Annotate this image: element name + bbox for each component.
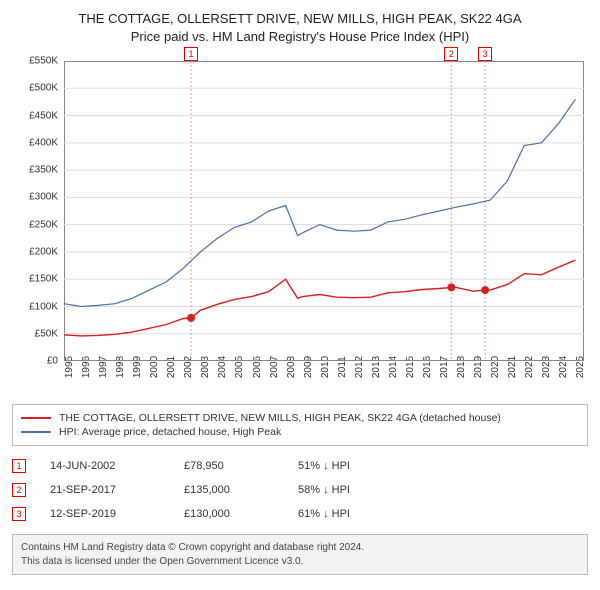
y-axis-tick: £50K — [35, 328, 58, 339]
series-cottage — [64, 260, 576, 336]
legend-swatch — [21, 417, 51, 419]
title-line1: THE COTTAGE, OLLERSETT DRIVE, NEW MILLS,… — [8, 10, 592, 28]
footer-attribution: Contains HM Land Registry data © Crown c… — [12, 534, 588, 575]
sale-marker-ref: 3 — [12, 507, 26, 521]
y-axis-tick: £400K — [29, 137, 58, 148]
y-axis-tick: £350K — [29, 165, 58, 176]
sale-vs-hpi: 61% ↓ HPI — [298, 508, 588, 520]
sale-vs-hpi: 51% ↓ HPI — [298, 460, 588, 472]
legend-item: HPI: Average price, detached house, High… — [21, 425, 579, 439]
y-axis-tick: £250K — [29, 219, 58, 230]
footer-line2: This data is licensed under the Open Gov… — [21, 555, 579, 569]
legend-label: HPI: Average price, detached house, High… — [59, 426, 281, 438]
legend-label: THE COTTAGE, OLLERSETT DRIVE, NEW MILLS,… — [59, 412, 501, 424]
footer-line1: Contains HM Land Registry data © Crown c… — [21, 541, 579, 555]
sale-price: £78,950 — [184, 460, 274, 472]
sale-date: 12-SEP-2019 — [50, 508, 160, 520]
y-axis-tick: £300K — [29, 192, 58, 203]
sale-vs-hpi: 58% ↓ HPI — [298, 484, 588, 496]
legend-swatch — [21, 431, 51, 433]
sale-row: 2 21-SEP-2017 £135,000 58% ↓ HPI — [12, 478, 588, 502]
sale-marker-ref: 2 — [12, 483, 26, 497]
y-axis-tick: £0 — [47, 356, 58, 367]
sale-row: 3 12-SEP-2019 £130,000 61% ↓ HPI — [12, 502, 588, 526]
sales-table: 1 14-JUN-2002 £78,950 51% ↓ HPI 2 21-SEP-2017… — [12, 454, 588, 526]
sale-row: 1 14-JUN-2002 £78,950 51% ↓ HPI — [12, 454, 588, 478]
y-axis-tick: £450K — [29, 110, 58, 121]
sale-price: £135,000 — [184, 484, 274, 496]
y-axis-tick: £200K — [29, 247, 58, 258]
series-hpi — [64, 99, 576, 306]
chart: £0 £50K £100K £150K £200K £250K £300K £350K £400… — [8, 51, 592, 396]
chart-title: THE COTTAGE, OLLERSETT DRIVE, NEW MILLS,… — [8, 10, 592, 45]
sale-marker-ref: 1 — [12, 459, 26, 473]
sale-date: 14-JUN-2002 — [50, 460, 160, 472]
title-line2: Price paid vs. HM Land Registry's House … — [8, 28, 592, 46]
y-axis-tick: £500K — [29, 83, 58, 94]
sale-date: 21-SEP-2017 — [50, 484, 160, 496]
y-axis-tick: £100K — [29, 301, 58, 312]
plot-svg — [64, 51, 584, 365]
y-axis-tick: £550K — [29, 56, 58, 67]
y-axis-tick: £150K — [29, 274, 58, 285]
legend-item: THE COTTAGE, OLLERSETT DRIVE, NEW MILLS,… — [21, 411, 579, 425]
legend: THE COTTAGE, OLLERSETT DRIVE, NEW MILLS,… — [12, 404, 588, 446]
sale-price: £130,000 — [184, 508, 274, 520]
